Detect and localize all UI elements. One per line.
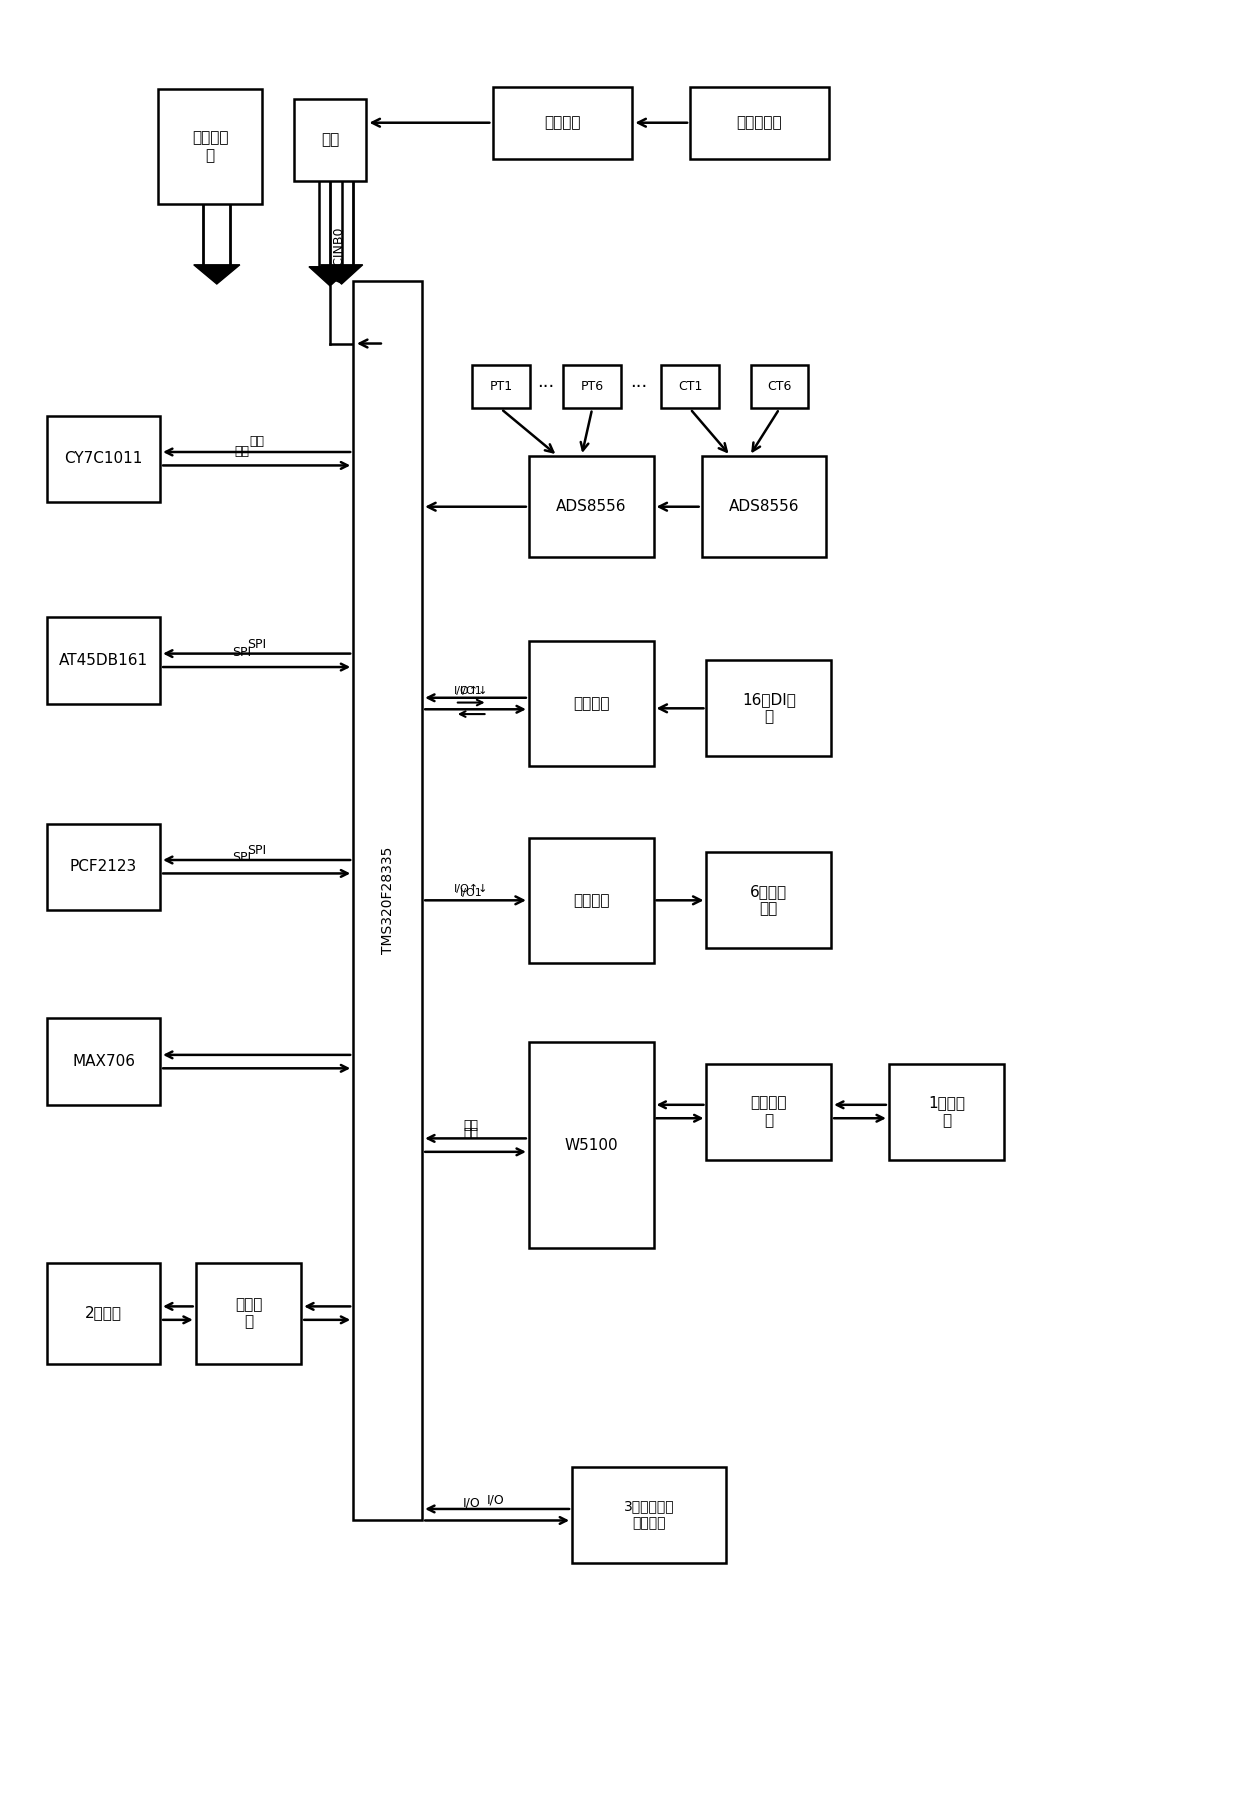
Polygon shape bbox=[193, 265, 239, 283]
Text: 3路电源管理
控制输出: 3路电源管理 控制输出 bbox=[624, 1500, 675, 1529]
Text: I/O↑↓: I/O↑↓ bbox=[454, 686, 489, 696]
Text: 光电隔
离: 光电隔 离 bbox=[234, 1297, 262, 1329]
Text: 光电隔离: 光电隔离 bbox=[573, 696, 609, 712]
Text: I/O1: I/O1 bbox=[460, 686, 482, 696]
Text: PCF2123: PCF2123 bbox=[69, 859, 138, 873]
Bar bbox=[528, 641, 653, 766]
Text: 总线: 总线 bbox=[464, 1128, 479, 1140]
Text: I/O: I/O bbox=[463, 1496, 480, 1509]
Bar bbox=[750, 365, 808, 409]
Bar bbox=[196, 1262, 301, 1364]
Text: ···: ··· bbox=[537, 378, 554, 396]
Bar bbox=[689, 87, 828, 158]
Text: 直流量输入: 直流量输入 bbox=[737, 114, 782, 131]
Text: 温度传感
器: 温度传感 器 bbox=[192, 131, 228, 163]
Text: CY7C1011: CY7C1011 bbox=[64, 450, 143, 467]
Text: 总线: 总线 bbox=[234, 445, 249, 458]
Bar bbox=[702, 456, 826, 558]
Text: MAX706: MAX706 bbox=[72, 1053, 135, 1070]
Text: AT45DB161: AT45DB161 bbox=[60, 652, 148, 668]
Bar bbox=[528, 456, 653, 558]
Bar bbox=[889, 1064, 1004, 1160]
Bar bbox=[528, 1042, 653, 1248]
Text: 1路网络
口: 1路网络 口 bbox=[928, 1095, 965, 1128]
Text: SPI: SPI bbox=[232, 850, 252, 864]
Text: 16路DI输
入: 16路DI输 入 bbox=[742, 692, 796, 725]
Bar bbox=[528, 837, 653, 962]
Text: ADCINB0: ADCINB0 bbox=[334, 227, 346, 283]
Text: TMS320F28335: TMS320F28335 bbox=[381, 846, 394, 953]
Bar bbox=[353, 281, 423, 1520]
Bar bbox=[707, 1064, 831, 1160]
Text: 总线: 总线 bbox=[249, 436, 264, 449]
Text: PT1: PT1 bbox=[490, 380, 512, 394]
Text: I/O: I/O bbox=[486, 1495, 505, 1507]
Bar bbox=[472, 365, 529, 409]
Text: SPI: SPI bbox=[248, 844, 267, 857]
Text: 运放: 运放 bbox=[321, 133, 340, 147]
Bar bbox=[47, 416, 160, 501]
Polygon shape bbox=[309, 267, 351, 285]
Bar bbox=[661, 365, 719, 409]
Text: PT6: PT6 bbox=[580, 380, 604, 394]
Text: I/O1: I/O1 bbox=[460, 888, 482, 897]
Text: 总线: 总线 bbox=[464, 1119, 479, 1133]
Bar bbox=[563, 365, 621, 409]
Text: ADS8556: ADS8556 bbox=[729, 499, 800, 514]
Text: CT1: CT1 bbox=[678, 380, 702, 394]
Polygon shape bbox=[320, 265, 363, 283]
Text: SPI: SPI bbox=[248, 637, 267, 650]
Bar bbox=[159, 89, 262, 205]
Bar bbox=[492, 87, 632, 158]
Text: 6路遥控
输出: 6路遥控 输出 bbox=[750, 884, 787, 917]
Text: ···: ··· bbox=[631, 378, 647, 396]
Text: W5100: W5100 bbox=[564, 1137, 618, 1153]
Text: 光电隔离: 光电隔离 bbox=[573, 893, 609, 908]
Bar bbox=[572, 1467, 725, 1564]
Bar bbox=[47, 1019, 160, 1104]
Text: CT6: CT6 bbox=[768, 380, 791, 394]
Bar bbox=[47, 617, 160, 703]
Bar bbox=[294, 100, 366, 182]
Bar bbox=[707, 661, 831, 755]
Bar bbox=[47, 1262, 160, 1364]
Bar bbox=[707, 852, 831, 948]
Text: SPI: SPI bbox=[232, 646, 252, 659]
Text: 光电隔离: 光电隔离 bbox=[544, 114, 580, 131]
Text: I/O↑↓: I/O↑↓ bbox=[454, 884, 489, 893]
Bar bbox=[47, 823, 160, 910]
Text: ADS8556: ADS8556 bbox=[556, 499, 626, 514]
Text: 网络变压
器: 网络变压 器 bbox=[750, 1095, 787, 1128]
Text: 2路串口: 2路串口 bbox=[86, 1306, 122, 1320]
